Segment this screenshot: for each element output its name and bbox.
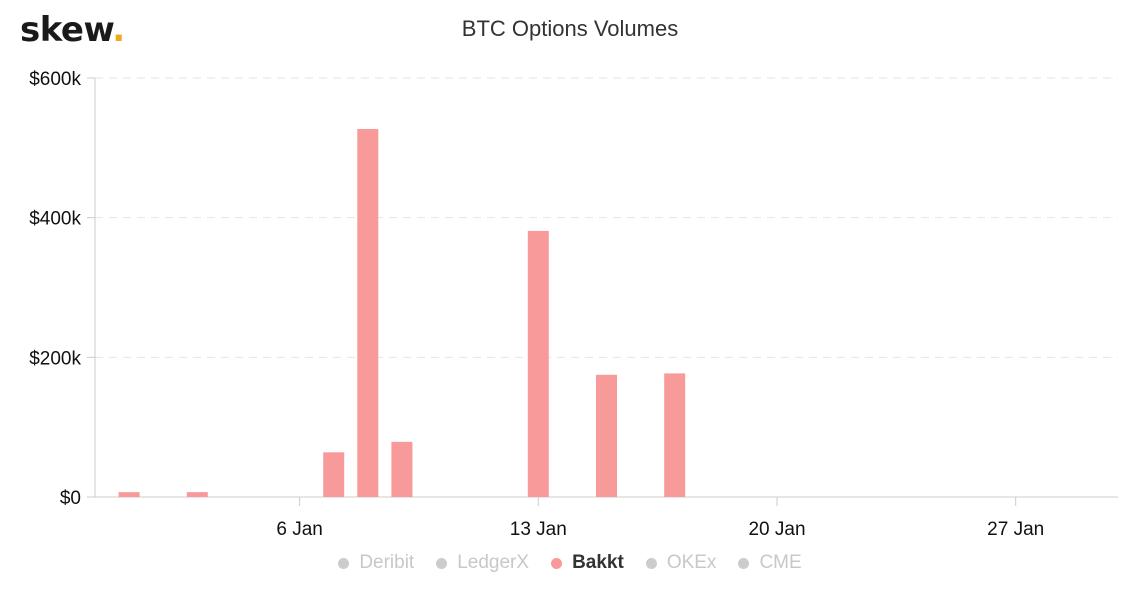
logo-text: skew xyxy=(20,10,113,50)
legend-marker-cme xyxy=(738,557,750,569)
legend-item-deribit[interactable]: Deribit xyxy=(338,552,414,574)
y-tick-label: $400k xyxy=(29,209,81,230)
bar-bakkt[interactable] xyxy=(596,374,617,497)
legend-label-deribit: Deribit xyxy=(359,552,415,573)
chart-title: BTC Options Volumes xyxy=(461,16,679,41)
legend-marker-ledgerx xyxy=(436,557,448,569)
bar-bakkt[interactable] xyxy=(186,492,208,497)
x-tick-labels: 6 Jan 13 Jan 20 Jan 27 Jan xyxy=(276,519,1044,540)
bar-bakkt[interactable] xyxy=(118,492,140,497)
logo-dot: . xyxy=(112,10,125,50)
y-tick-label: $200k xyxy=(29,348,81,369)
grid-lines xyxy=(95,77,1118,358)
x-tick-label: 20 Jan xyxy=(748,519,805,540)
y-tick-label: $600k xyxy=(29,69,81,90)
legend-marker-bakkt xyxy=(551,557,563,569)
bars xyxy=(118,128,686,497)
bar-bakkt[interactable] xyxy=(527,230,549,497)
legend-item-bakkt[interactable]: Bakkt xyxy=(551,552,624,574)
legend-item-okex[interactable]: OKEx xyxy=(645,552,717,574)
bar-bakkt[interactable] xyxy=(664,373,686,497)
y-tick-labels: $0 $200k $400k $600k xyxy=(29,69,81,509)
skew-logo: skew. xyxy=(20,8,125,52)
bar-bakkt[interactable] xyxy=(391,441,413,497)
x-tick-label: 6 Jan xyxy=(276,519,322,540)
legend-label-cme: CME xyxy=(759,552,802,573)
y-tick-label: $0 xyxy=(60,488,81,509)
x-tick-label: 13 Jan xyxy=(510,519,567,540)
legend-label-okex: OKEx xyxy=(666,552,717,573)
legend-marker-okex xyxy=(645,557,657,569)
legend-item-ledgerx[interactable]: LedgerX xyxy=(436,552,529,574)
legend-label-ledgerx: LedgerX xyxy=(457,552,530,573)
legend-label-bakkt: Bakkt xyxy=(572,552,624,573)
legend-item-cme[interactable]: CME xyxy=(738,552,802,574)
bar-bakkt[interactable] xyxy=(357,128,379,497)
legend-marker-deribit xyxy=(338,557,350,569)
bar-bakkt[interactable] xyxy=(323,452,345,497)
legend: Deribit LedgerX Bakkt OKEx CME xyxy=(0,552,1140,574)
x-tick-label: 27 Jan xyxy=(987,519,1044,540)
